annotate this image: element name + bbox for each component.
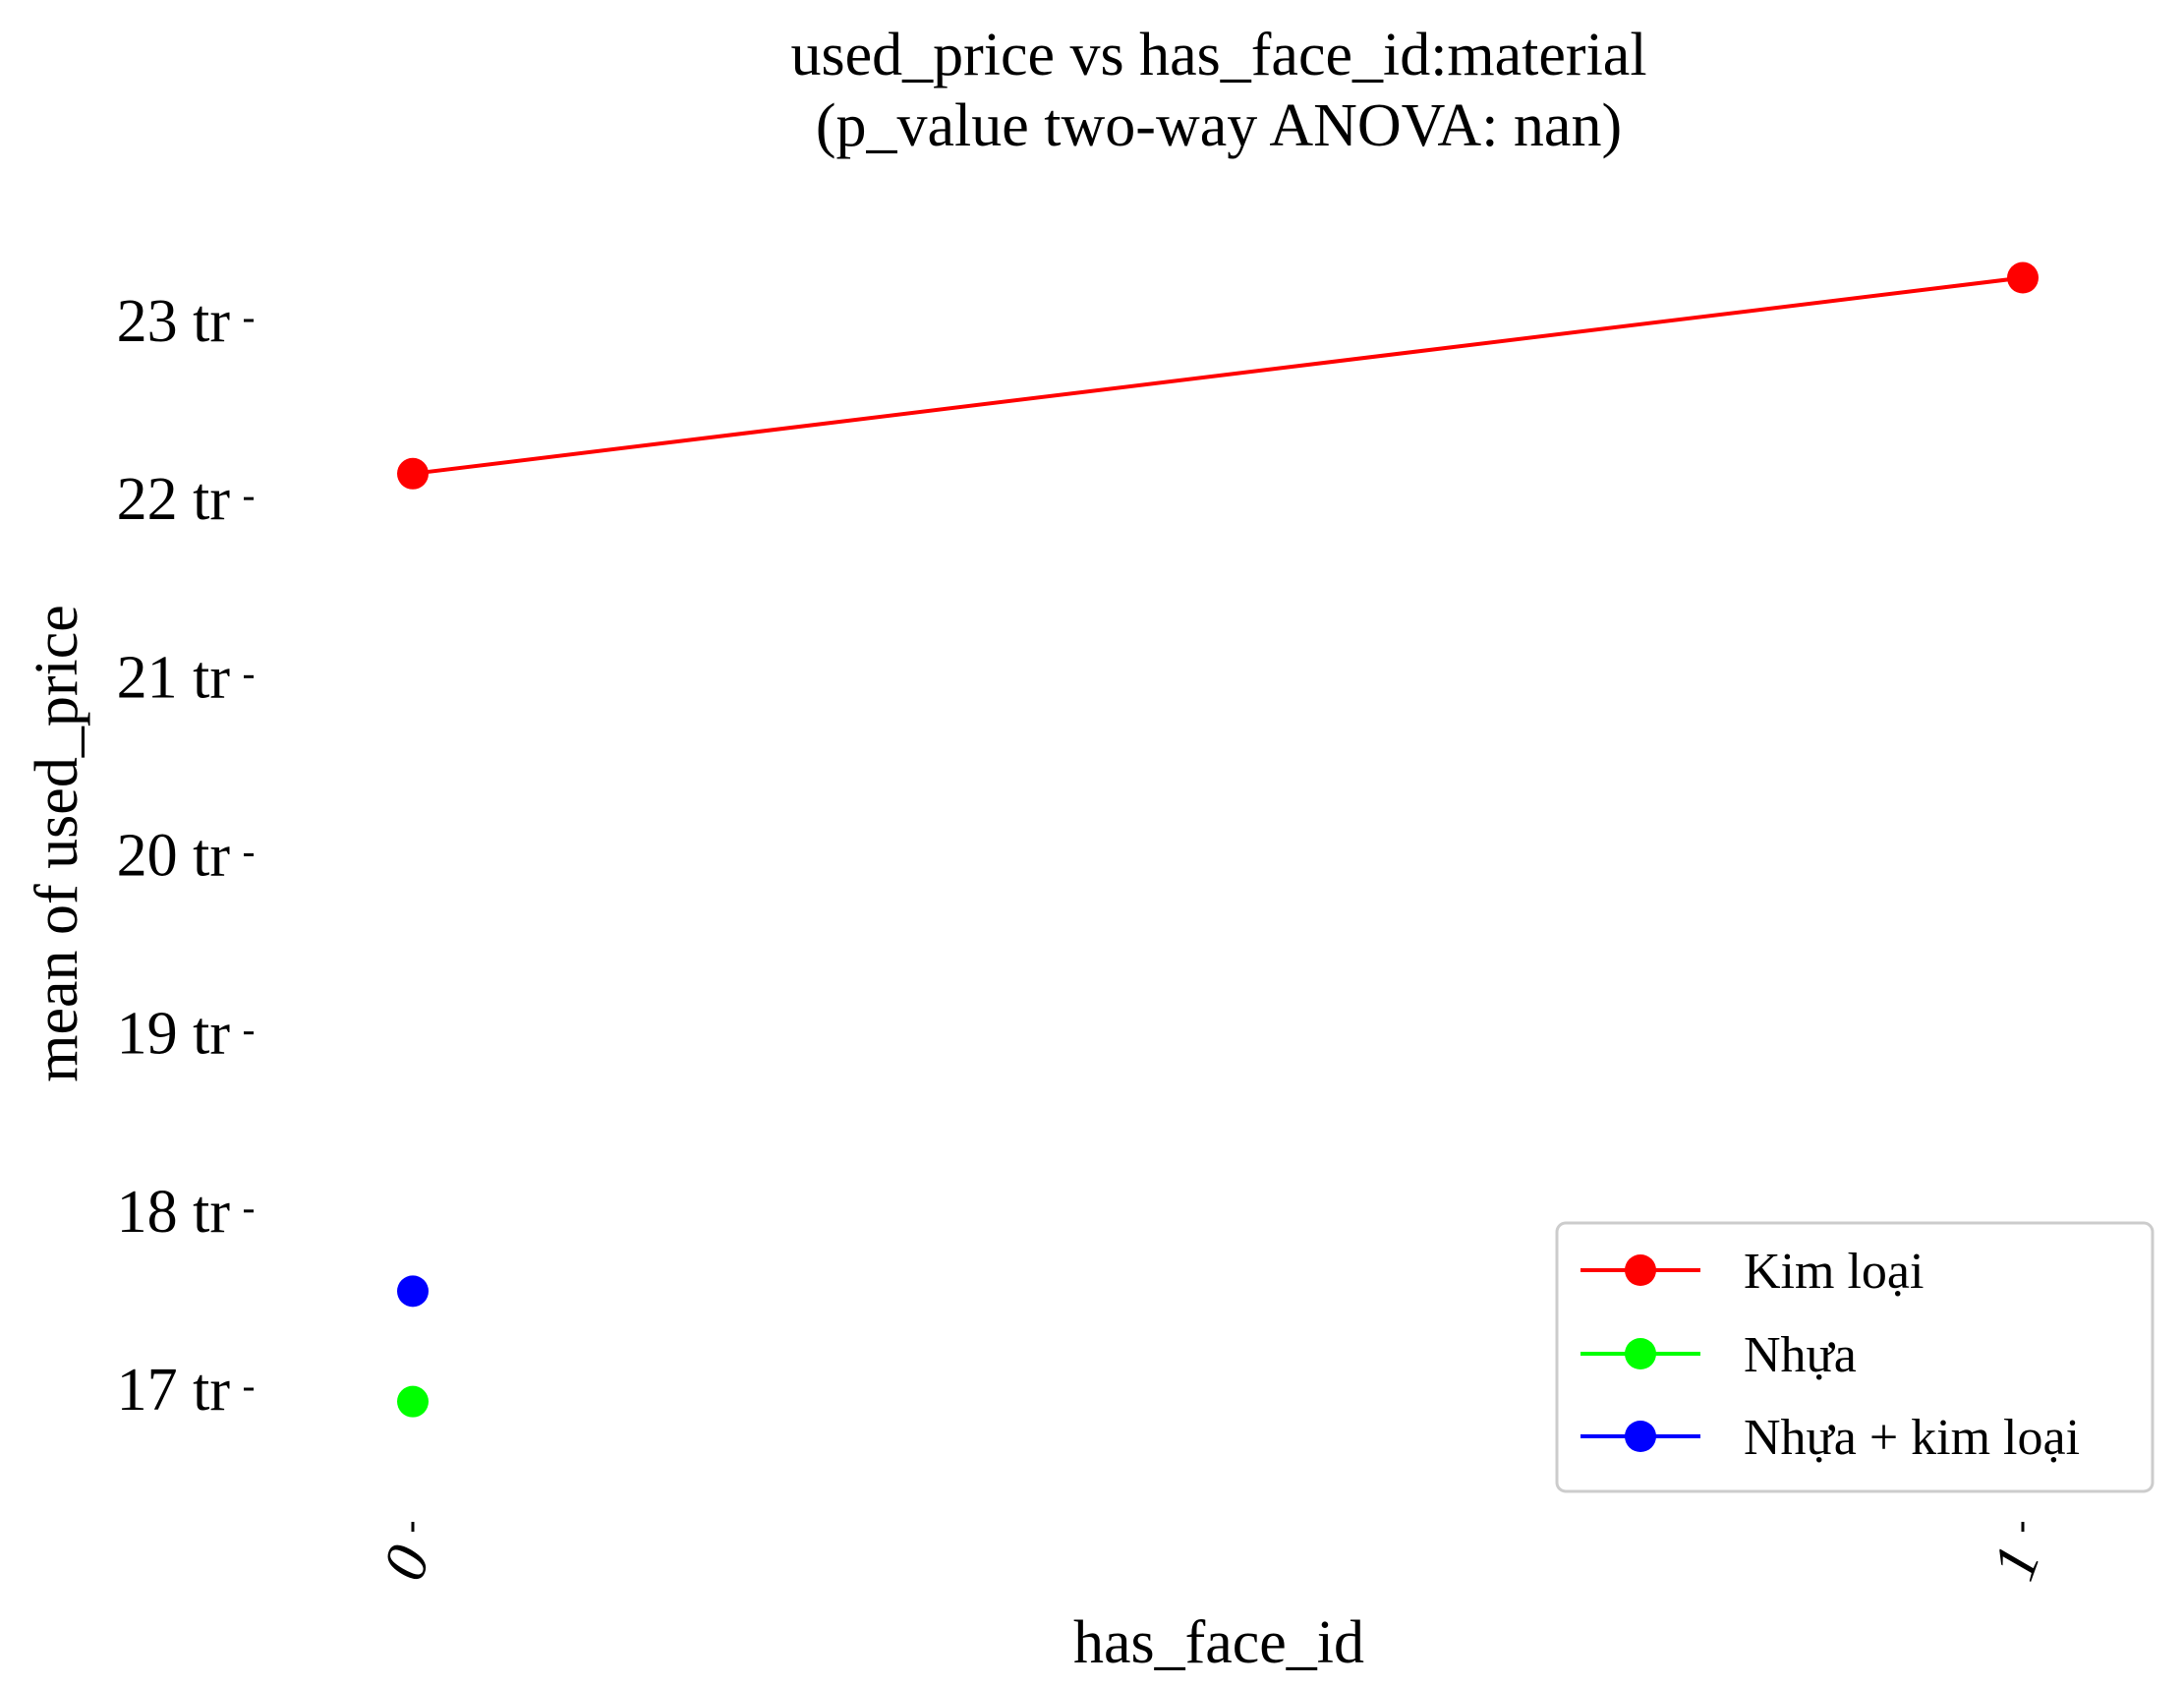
x-axis-label: has_face_id [1073,1609,1364,1676]
y-tick-label: 18 tr [117,1179,231,1246]
chart-subtitle: (p_value two-way ANOVA: nan) [816,92,1622,159]
data-point [2007,262,2039,294]
y-axis: 17 tr 18 tr 19 tr 20 tr 21 tr 22 tr 23 tr [117,288,254,1424]
y-tick-label: 22 tr [117,466,231,533]
legend-entry-nhua: Nhựa [1581,1327,1857,1383]
data-point [397,1275,429,1308]
y-tick-label: 21 tr [117,644,231,711]
legend-label-nhua: Nhựa [1744,1327,1857,1383]
legend: Kim loại Nhựa Nhựa + kim loại [1555,1221,2155,1493]
y-tick-label: 17 tr [117,1357,231,1424]
data-point [397,1385,429,1418]
plot-area [397,262,2039,1418]
y-axis-label: mean of used_price [24,605,90,1081]
legend-label-nhua-kim-loai: Nhựa + kim loại [1744,1410,2080,1466]
x-tick-label: 1 [1981,1538,2054,1589]
x-tick-label: 0 [371,1538,444,1589]
legend-label-kim-loai: Kim loại [1744,1244,1924,1300]
series-line [412,275,2024,476]
y-tick-label: 19 tr [117,1001,231,1068]
data-point [397,457,429,490]
legend-frame [1555,1221,2155,1493]
legend-entry-kim-loai: Kim loại [1581,1244,1924,1300]
legend-entry-nhua-kim-loai: Nhựa + kim loại [1581,1410,2080,1466]
chart-title: used_price vs has_face_id:material [790,22,1646,88]
y-tick-label: 23 tr [117,288,231,355]
legend-marker-kim-loai [1625,1254,1656,1286]
legend-marker-nhua [1625,1338,1656,1369]
legend-marker-nhua-kim-loai [1625,1421,1656,1452]
y-tick-label: 20 tr [117,823,231,890]
